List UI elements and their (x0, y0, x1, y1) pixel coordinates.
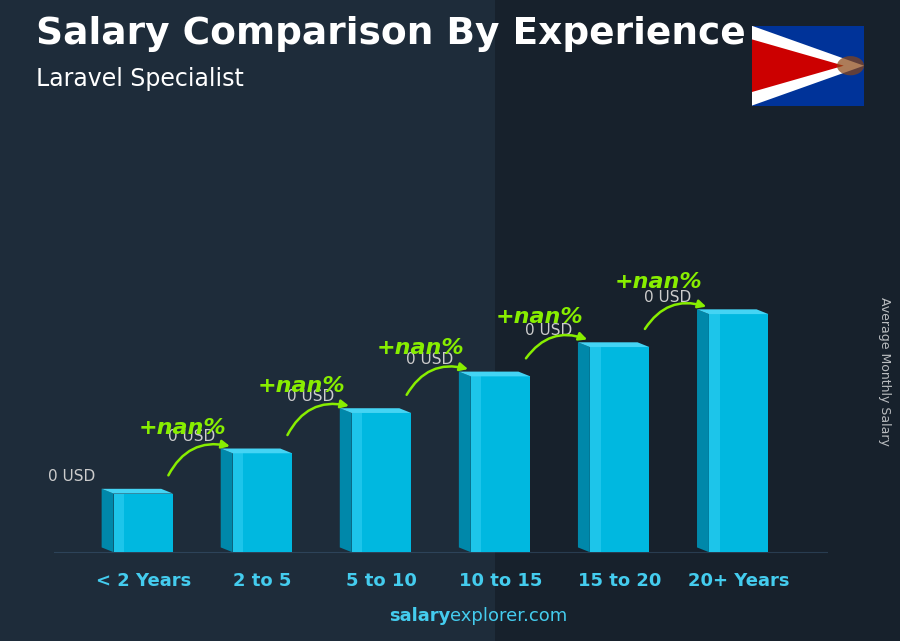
Text: +nan%: +nan% (139, 419, 226, 438)
FancyArrowPatch shape (168, 441, 227, 476)
FancyArrowPatch shape (645, 301, 704, 329)
Polygon shape (697, 310, 769, 314)
Text: +nan%: +nan% (615, 272, 702, 292)
Polygon shape (102, 489, 173, 494)
Bar (590, 347, 600, 552)
Bar (709, 314, 769, 552)
Text: 0 USD: 0 USD (167, 429, 215, 444)
Text: salary: salary (389, 607, 450, 625)
Polygon shape (340, 408, 352, 552)
Polygon shape (697, 310, 709, 552)
Bar (0, 0, 495, 641)
Text: Salary Comparison By Experience: Salary Comparison By Experience (36, 16, 746, 52)
Text: explorer.com: explorer.com (450, 607, 567, 625)
Polygon shape (340, 408, 411, 413)
Polygon shape (459, 372, 471, 552)
Text: Average Monthly Salary: Average Monthly Salary (878, 297, 890, 446)
Text: Laravel Specialist: Laravel Specialist (36, 67, 244, 91)
Text: +nan%: +nan% (257, 376, 345, 396)
Polygon shape (102, 489, 113, 552)
Bar (495, 0, 900, 641)
FancyArrowPatch shape (287, 401, 346, 435)
Bar (113, 494, 124, 552)
Polygon shape (459, 372, 530, 376)
Polygon shape (752, 39, 844, 92)
Bar (709, 314, 720, 552)
Text: +nan%: +nan% (495, 306, 583, 327)
Bar (232, 453, 292, 552)
Polygon shape (578, 342, 590, 552)
Text: +nan%: +nan% (376, 338, 464, 358)
Bar (352, 413, 363, 552)
Circle shape (837, 56, 864, 75)
Polygon shape (578, 342, 650, 347)
Polygon shape (752, 26, 864, 106)
Bar (113, 494, 173, 552)
Text: 0 USD: 0 USD (49, 469, 95, 485)
Bar (471, 376, 530, 552)
Text: 0 USD: 0 USD (286, 389, 334, 404)
Bar (232, 453, 243, 552)
FancyArrowPatch shape (526, 333, 585, 358)
Bar (590, 347, 650, 552)
FancyArrowPatch shape (407, 363, 465, 395)
Bar (352, 413, 411, 552)
Bar (471, 376, 482, 552)
Text: 0 USD: 0 USD (525, 323, 572, 338)
Polygon shape (220, 449, 232, 552)
Text: 0 USD: 0 USD (644, 290, 691, 305)
Text: 0 USD: 0 USD (406, 352, 453, 367)
Polygon shape (220, 449, 292, 453)
